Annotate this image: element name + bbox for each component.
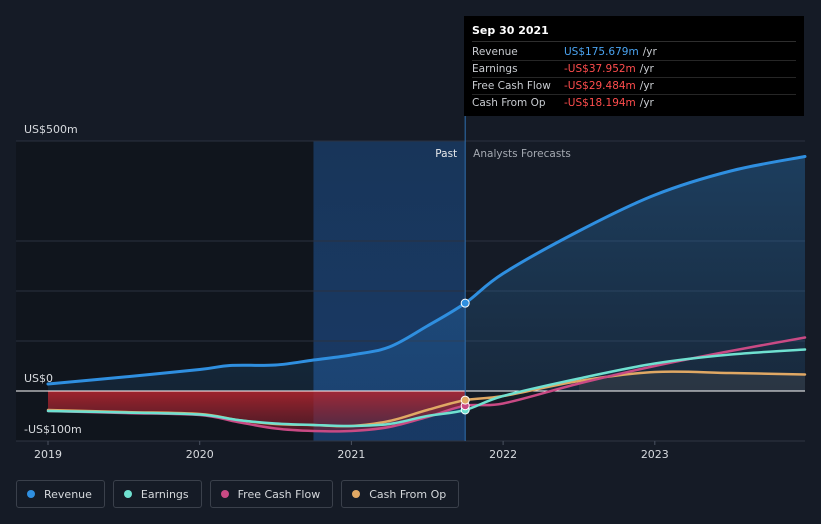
legend-item-earnings[interactable]: Earnings (112, 480, 202, 508)
revenue-area (48, 156, 805, 391)
data-point-marker (460, 298, 470, 308)
tooltip-row-free-cash-flow: Free Cash Flow -US$29.484m /yr (472, 78, 796, 95)
tooltip-label: Free Cash Flow (472, 80, 551, 92)
tooltip-row-earnings: Earnings -US$37.952m /yr (472, 61, 796, 78)
tooltip-label: Earnings (472, 63, 518, 75)
tooltip-unit: /yr (639, 80, 654, 92)
past-label: Past (435, 148, 457, 160)
tooltip-value: -US$29.484m (564, 80, 636, 92)
tooltip-unit: /yr (639, 63, 654, 75)
tooltip-date: Sep 30 2021 (472, 24, 796, 42)
x-tick-label: 2019 (34, 448, 62, 461)
series-line-revenue (46, 155, 807, 386)
legend-dot-icon (123, 490, 132, 498)
x-tick-label: 2022 (489, 448, 517, 461)
y-tick-label: US$0 (24, 372, 53, 385)
x-tick-label: 2023 (641, 448, 669, 461)
legend-label: Revenue (44, 487, 92, 501)
tooltip-label: Cash From Op (472, 97, 546, 109)
y-tick-label: -US$100m (24, 423, 82, 436)
tooltip-row-cash-from-op: Cash From Op -US$18.194m /yr (472, 95, 796, 111)
tooltip-value: -US$18.194m (564, 97, 636, 109)
negative-area (48, 391, 466, 432)
forecast-area (578, 371, 805, 391)
y-tick-label: US$500m (24, 123, 78, 136)
legend-dot-icon (27, 490, 35, 498)
legend-label: Earnings (140, 487, 189, 501)
legend-label: Cash From Op (369, 487, 447, 501)
legend-item-cash-from-op[interactable]: Cash From Op (341, 480, 460, 508)
legend-item-revenue[interactable]: Revenue (16, 480, 105, 508)
forecast-label: Analysts Forecasts (473, 148, 571, 160)
tooltip-value: -US$37.952m (564, 63, 636, 75)
x-tick-label: 2020 (186, 448, 214, 461)
legend-dot-icon (220, 490, 229, 498)
legend-item-free-cash-flow[interactable]: Free Cash Flow (209, 480, 334, 508)
legend-dot-icon (352, 490, 361, 498)
series-line-earnings (46, 348, 807, 428)
x-tick-label: 2021 (337, 448, 365, 461)
legend-label: Free Cash Flow (237, 487, 321, 501)
tooltip: Sep 30 2021 Revenue US$175.679m /yr Earn… (464, 16, 804, 116)
tooltip-unit: /yr (642, 46, 657, 58)
data-point-marker (460, 395, 470, 405)
tooltip-row-revenue: Revenue US$175.679m /yr (472, 44, 796, 61)
tooltip-label: Revenue (472, 46, 518, 58)
tooltip-value: US$175.679m (564, 46, 639, 58)
tooltip-unit: /yr (639, 97, 654, 109)
legend: Revenue Earnings Free Cash Flow Cash Fro… (16, 480, 460, 508)
